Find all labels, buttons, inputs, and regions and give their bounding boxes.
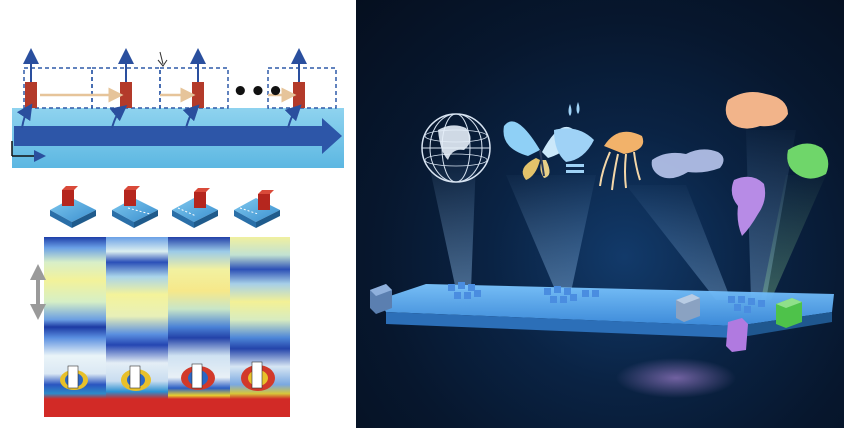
excitation-arrow-2 — [109, 104, 128, 129]
excitation-arrow-1 — [16, 103, 33, 129]
field-map-1 — [44, 237, 106, 417]
thumbnail-4 — [234, 190, 280, 228]
projection-beams — [428, 130, 826, 300]
tick-mark — [159, 51, 164, 65]
face-with-drops-icon — [554, 102, 594, 173]
excitation-arrow-3 — [182, 104, 200, 129]
australia-icon — [725, 92, 788, 129]
pixel-cluster-3 — [728, 296, 765, 313]
green-continent-icon — [787, 143, 829, 179]
tick-arrow-head — [157, 59, 168, 67]
unit-cell-thumbnails — [50, 186, 280, 228]
thumbnail-2 — [112, 186, 158, 228]
double-arrow-icon — [30, 264, 46, 320]
ellipsis-more-cells: ••• — [232, 77, 285, 107]
input-port-green — [776, 298, 802, 328]
field-map-3 — [168, 237, 230, 417]
guided-wave-arrow — [14, 118, 342, 154]
meta-atom-1 — [25, 82, 37, 108]
input-port-center — [676, 294, 700, 322]
resonator-4 — [241, 361, 275, 391]
thumbnail-1 — [50, 186, 96, 228]
input-port-purple — [726, 318, 748, 352]
globe-icon — [421, 113, 491, 183]
south-america-icon — [731, 176, 766, 236]
field-maps — [30, 237, 290, 417]
pixel-cluster-1 — [448, 282, 481, 299]
resonator-3 — [181, 363, 215, 390]
pixel-cluster-2 — [544, 286, 599, 303]
purple-glow — [616, 358, 736, 398]
input-port-left — [370, 284, 392, 314]
excitation-arrow-4 — [284, 104, 302, 129]
waveguide-schematic — [11, 48, 344, 168]
resonator-2 — [121, 365, 151, 391]
hologram-illustration — [356, 0, 844, 428]
world-map-icon — [651, 149, 724, 179]
hologram-scene — [370, 92, 834, 398]
jellyfish-icon — [599, 131, 644, 191]
left-figure-panel: ••• — [0, 0, 356, 428]
thumbnail-3 — [172, 188, 218, 228]
resonator-1 — [60, 365, 88, 390]
